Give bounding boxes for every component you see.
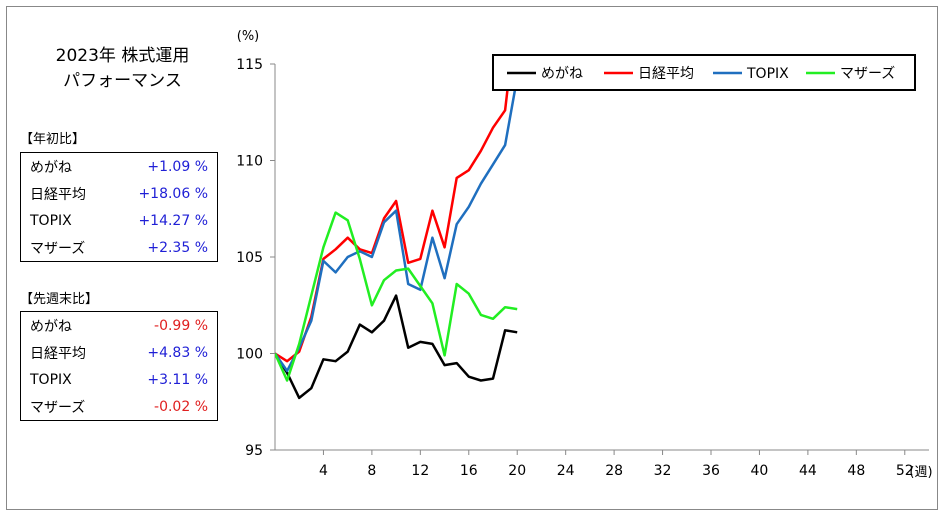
ytd-row-value: +1.09 %	[147, 158, 208, 175]
ytd-row-value: +14.27 %	[138, 212, 208, 229]
wow-row-name: 日経平均	[30, 345, 86, 362]
wow-section-label: 【先週末比】	[20, 292, 99, 307]
ytd-row: 日経平均 +18.06 %	[21, 180, 217, 207]
ytd-row-name: 日経平均	[30, 186, 86, 203]
wow-row-value: +4.83 %	[147, 344, 208, 361]
wow-row: 日経平均 +4.83 %	[21, 339, 217, 366]
wow-row-value: +3.11 %	[147, 371, 208, 388]
ytd-row: TOPIX +14.27 %	[21, 207, 217, 234]
wow-table: めがね -0.99 % 日経平均 +4.83 % TOPIX +3.11 % マザーズ…	[20, 311, 218, 421]
ytd-row-name: TOPIX	[30, 212, 72, 229]
wow-row-name: TOPIX	[30, 371, 72, 388]
wow-row-name: めがね	[30, 318, 72, 335]
title-line-2: パフォーマンス	[63, 71, 182, 91]
ytd-row-name: めがね	[30, 159, 72, 176]
wow-row: マザーズ -0.02 %	[21, 393, 217, 420]
ytd-row-name: マザーズ	[30, 240, 86, 257]
title-line-1: 2023年 株式運用	[55, 46, 190, 66]
chart-frame	[6, 6, 938, 510]
wow-row-value: -0.02 %	[154, 398, 208, 415]
ytd-row: マザーズ +2.35 %	[21, 234, 217, 261]
ytd-row-value: +18.06 %	[138, 185, 208, 202]
ytd-row: めがね +1.09 %	[21, 153, 217, 180]
ytd-table: めがね +1.09 % 日経平均 +18.06 % TOPIX +14.27 % マザ…	[20, 152, 218, 262]
ytd-row-value: +2.35 %	[147, 239, 208, 256]
chart-title: 2023年 株式運用 パフォーマンス	[30, 44, 215, 94]
wow-row: TOPIX +3.11 %	[21, 366, 217, 393]
wow-row-value: -0.99 %	[154, 317, 208, 334]
wow-row: めがね -0.99 %	[21, 312, 217, 339]
ytd-section-label: 【年初比】	[20, 132, 86, 147]
wow-row-name: マザーズ	[30, 399, 86, 416]
